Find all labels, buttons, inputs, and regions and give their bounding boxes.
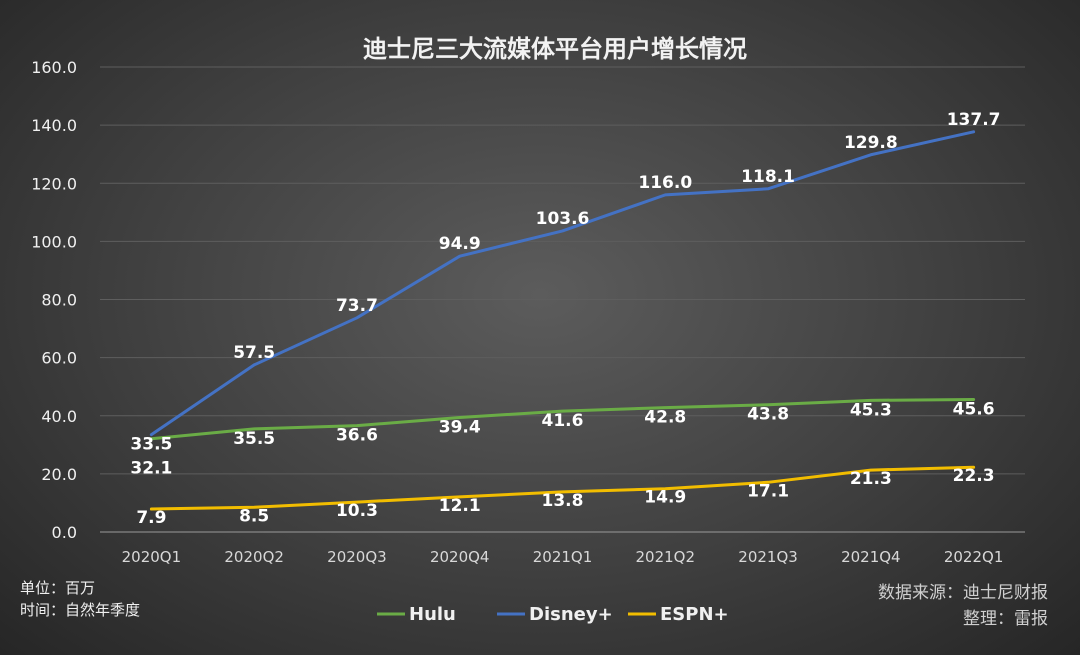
data-label: 73.7 <box>336 296 378 316</box>
legend-item: Hulu <box>377 604 456 625</box>
x-axis-ticks: 2020Q1 2020Q2 2020Q3 2020Q4 2021Q1 2021Q2 2021… <box>122 548 1004 566</box>
data-label: 21.3 <box>850 469 892 489</box>
data-label: 22.3 <box>953 466 995 486</box>
data-label: 8.5 <box>239 506 269 526</box>
x-tick-label: 2020Q2 <box>224 548 284 566</box>
legend-item: Disney+ <box>497 604 613 625</box>
x-tick-label: 2021Q1 <box>533 548 593 566</box>
data-label: 33.5 <box>130 435 172 455</box>
data-label: 103.6 <box>536 209 590 229</box>
data-label: 14.9 <box>644 488 686 508</box>
legend: Hulu Disney+ ESPN+ <box>377 604 729 625</box>
data-label: 57.5 <box>233 343 275 363</box>
data-label: 17.1 <box>747 481 789 501</box>
data-label: 32.1 <box>130 459 172 479</box>
legend-item: ESPN+ <box>628 604 729 625</box>
series-lines <box>149 130 976 511</box>
data-label: 13.8 <box>542 491 584 511</box>
data-label: 45.6 <box>953 399 995 419</box>
x-tick-label: 2021Q4 <box>841 548 901 566</box>
x-tick-label: 2020Q1 <box>122 548 182 566</box>
y-tick-label: 0.0 <box>52 523 77 542</box>
series-line-disney <box>149 130 976 437</box>
y-tick-label: 60.0 <box>41 349 77 368</box>
series-line-espn <box>149 465 976 511</box>
y-tick-label: 40.0 <box>41 407 77 426</box>
time-note: 时间：自然年季度 <box>20 601 141 619</box>
legend-label: ESPN+ <box>660 604 729 625</box>
series-line-hulu <box>149 397 976 441</box>
data-label: 12.1 <box>439 496 481 516</box>
data-label: 41.6 <box>542 411 584 431</box>
data-label: 116.0 <box>638 173 692 193</box>
data-label: 118.1 <box>741 167 795 187</box>
x-tick-label: 2020Q3 <box>327 548 387 566</box>
y-axis-ticks: 0.0 20.0 40.0 60.0 80.0 100.0 120.0 140.0 160.0 <box>31 58 77 542</box>
chart-title: 迪士尼三大流媒体平台用户增长情况 <box>363 35 747 63</box>
y-tick-label: 80.0 <box>41 291 77 310</box>
data-label: 36.6 <box>336 426 378 446</box>
data-labels: 32.1 35.5 36.6 39.4 41.6 42.8 43.8 45.3 45.6 33.5… <box>130 110 1000 528</box>
data-label: 129.8 <box>844 133 898 153</box>
x-tick-label: 2021Q2 <box>636 548 696 566</box>
legend-label: Disney+ <box>529 604 613 625</box>
data-label: 35.5 <box>233 429 275 449</box>
x-tick-label: 2021Q3 <box>738 548 798 566</box>
data-label: 7.9 <box>136 508 166 528</box>
y-tick-label: 20.0 <box>41 465 77 484</box>
x-tick-label: 2020Q4 <box>430 548 490 566</box>
notes: 单位：百万 时间：自然年季度 <box>20 577 140 621</box>
data-label: 137.7 <box>947 110 1001 130</box>
data-label: 10.3 <box>336 501 378 521</box>
y-tick-label: 140.0 <box>31 116 77 135</box>
data-label: 94.9 <box>439 234 481 254</box>
y-tick-label: 160.0 <box>31 58 77 77</box>
editor-credit: 整理：雷报 <box>963 609 1048 629</box>
data-source: 数据来源：迪士尼财报 <box>878 583 1048 603</box>
data-label: 39.4 <box>439 417 481 437</box>
x-tick-label: 2022Q1 <box>944 548 1004 566</box>
source-info: 数据来源：迪士尼财报 整理：雷报 <box>878 580 1048 632</box>
unit-note: 单位：百万 <box>20 579 96 597</box>
data-label: 42.8 <box>644 408 686 428</box>
data-label: 45.3 <box>850 400 892 420</box>
data-label: 43.8 <box>747 405 789 425</box>
y-tick-label: 100.0 <box>31 232 77 251</box>
grid-lines <box>100 66 1025 533</box>
y-tick-label: 120.0 <box>31 174 77 193</box>
legend-label: Hulu <box>409 604 456 625</box>
